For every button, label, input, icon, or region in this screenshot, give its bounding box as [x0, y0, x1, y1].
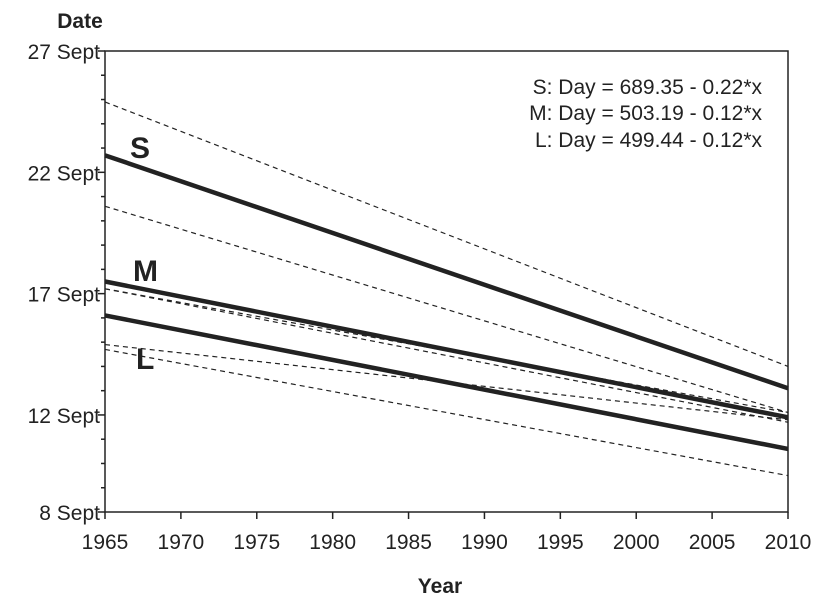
equation-s: S: Day = 689.35 - 0.22*x — [533, 76, 763, 99]
y-tick-label: 8 Sept — [39, 502, 100, 525]
ci-lower-s — [104, 205, 789, 414]
y-tick-label: 22 Sept — [28, 162, 101, 185]
x-tick-label: 1970 — [158, 531, 205, 554]
x-tick-label: 2005 — [689, 531, 736, 554]
x-tick-label: 1965 — [82, 531, 129, 554]
ci-upper-l — [104, 288, 789, 423]
ci-upper-m — [104, 288, 789, 414]
series-line-l — [104, 313, 789, 452]
series-label-l: L — [136, 343, 154, 376]
x-tick-label: 1985 — [385, 531, 432, 554]
series-label-m: M — [133, 255, 158, 288]
axis-ticks — [98, 50, 789, 519]
confidence-bands — [104, 101, 789, 477]
x-tick-label: 1990 — [461, 531, 508, 554]
equation-l: L: Day = 499.44 - 0.12*x — [535, 129, 763, 152]
y-tick-label: 17 Sept — [28, 284, 101, 307]
y-tick-label: 12 Sept — [28, 405, 101, 428]
x-axis-title: Year — [418, 575, 462, 598]
x-tick-label: 1980 — [309, 531, 356, 554]
x-tick-label: 1975 — [233, 531, 280, 554]
y-axis-title: Date — [57, 10, 103, 33]
series-labels: S M L — [130, 132, 158, 376]
regression-lines — [104, 153, 789, 452]
x-tick-label: 2010 — [765, 531, 812, 554]
plot-frame — [104, 50, 789, 513]
series-line-s — [104, 153, 789, 391]
equation-m: M: Day = 503.19 - 0.12*x — [529, 102, 762, 125]
series-line-m — [104, 279, 789, 420]
tick-labels: 1965 1970 1975 1980 1985 1990 1995 2000 2005 2010… — [28, 41, 812, 554]
series-label-s: S — [130, 132, 150, 165]
ci-lower-l — [104, 348, 789, 477]
x-tick-label: 2000 — [613, 531, 660, 554]
x-tick-label: 1995 — [537, 531, 584, 554]
y-tick-label: 27 Sept — [28, 41, 101, 64]
